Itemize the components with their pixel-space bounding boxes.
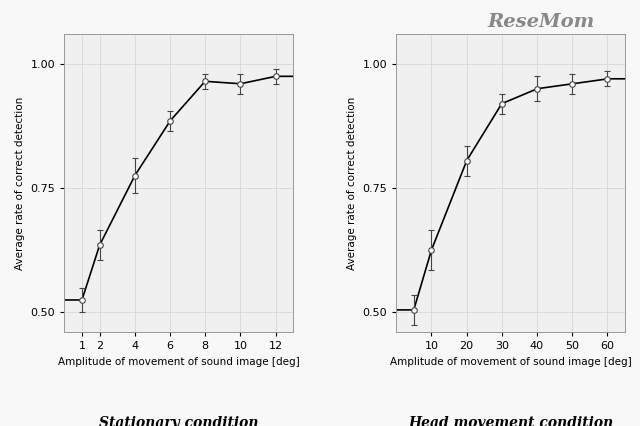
Text: Head movement condition: Head movement condition	[408, 416, 613, 426]
Text: ReseMom: ReseMom	[488, 13, 595, 31]
X-axis label: Amplitude of movement of sound image [deg]: Amplitude of movement of sound image [de…	[390, 357, 632, 367]
Y-axis label: Average rate of correct detection: Average rate of correct detection	[347, 97, 357, 270]
Y-axis label: Average rate of correct detection: Average rate of correct detection	[15, 97, 25, 270]
X-axis label: Amplitude of movement of sound image [deg]: Amplitude of movement of sound image [de…	[58, 357, 300, 367]
Text: Stationary condition: Stationary condition	[99, 416, 259, 426]
